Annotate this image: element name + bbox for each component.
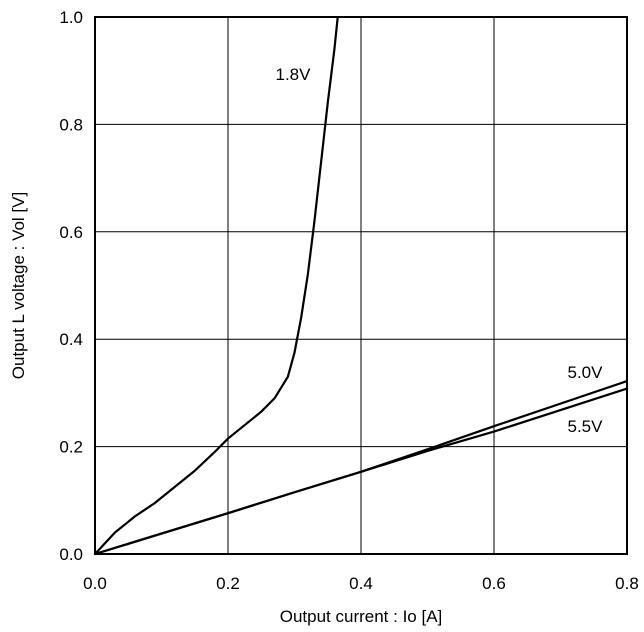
series-annotation: 5.0V (568, 363, 604, 382)
y-tick-label: 0.6 (59, 223, 83, 242)
x-axis-label: Output current : Io [A] (280, 607, 443, 626)
series-annotations: 1.8V 5.0V 5.5V (276, 65, 604, 436)
y-tick-label: 0.2 (59, 438, 83, 457)
y-tick-label: 0.8 (59, 115, 83, 134)
y-tick-labels: 0.0 0.2 0.4 0.6 0.8 1.0 (59, 8, 83, 564)
y-axis-label: Output L voltage : Vol [V] (9, 192, 28, 379)
y-tick-label: 0.0 (59, 545, 83, 564)
series-annotation: 5.5V (568, 417, 604, 436)
series-lines (93, 15, 629, 556)
series-annotation: 1.8V (276, 65, 312, 84)
x-tick-label: 0.4 (349, 574, 373, 593)
plot-frame (94, 16, 628, 555)
series-line-5.5V (93, 387, 629, 556)
grid (94, 16, 628, 555)
series-line-1.8V (93, 15, 339, 556)
x-tick-label: 0.6 (482, 574, 506, 593)
y-tick-label: 1.0 (59, 8, 83, 27)
y-tick-label: 0.4 (59, 330, 83, 349)
x-tick-label: 0.0 (83, 574, 107, 593)
x-tick-label: 0.2 (216, 574, 240, 593)
x-tick-label: 0.8 (615, 574, 639, 593)
x-tick-labels: 0.0 0.2 0.4 0.6 0.8 (83, 574, 639, 593)
